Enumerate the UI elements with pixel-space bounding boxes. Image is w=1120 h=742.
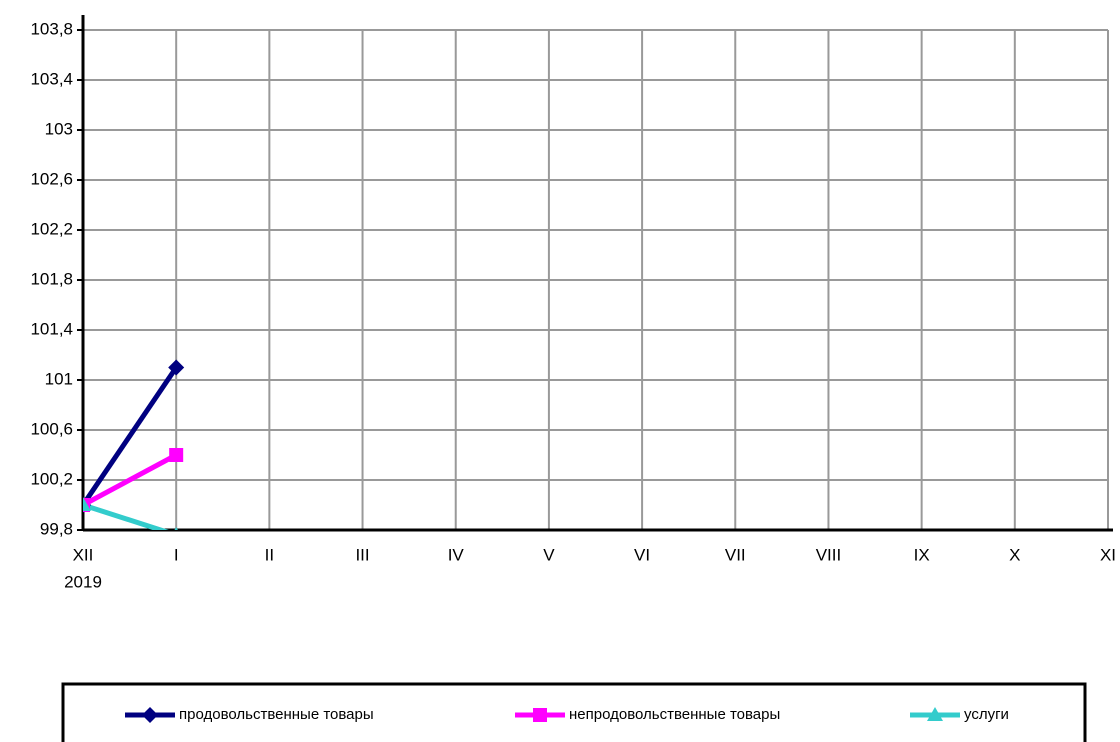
marker [83, 497, 91, 511]
x-tick-label: IX [914, 545, 930, 564]
x-tick-label: I [174, 545, 179, 564]
series-line [83, 452, 178, 508]
x-tick-label: IV [448, 545, 465, 564]
x-sublabel: 2019 [64, 572, 102, 591]
marker [533, 708, 547, 722]
x-tick-label: VII [725, 545, 746, 564]
y-tick-label: 101,4 [30, 319, 73, 338]
y-tick-label: 99,8 [40, 519, 73, 538]
x-tick-label: X [1009, 545, 1020, 564]
grid: 99,8 100,2 100,6 101 101,4 101,8 102,2 102,6 103… [30, 15, 1116, 591]
marker [174, 527, 178, 530]
y-tick-label: 103 [45, 119, 73, 138]
legend-label: продовольственные товары [179, 706, 374, 723]
x-tick-label: III [355, 545, 369, 564]
x-tick-label: VI [634, 545, 650, 564]
marker [169, 448, 184, 462]
y-tick-label: 103,8 [30, 19, 73, 38]
legend: продовольственные товары непродовольствен… [125, 706, 1009, 723]
marker [168, 359, 185, 376]
legend-box [61, 682, 1087, 742]
x-tick-label: VIII [816, 545, 842, 564]
y-tick-label: 100,6 [30, 419, 73, 438]
y-tick-label: 101,8 [30, 269, 73, 288]
legend-label: непродовольственные товары [569, 706, 780, 723]
plot-area [83, 359, 185, 530]
y-tick-label: 102,6 [30, 169, 73, 188]
x-tick-label: V [543, 545, 555, 564]
y-tick-label: 100,2 [30, 469, 73, 488]
marker [927, 707, 943, 721]
y-tick-label: 101 [45, 369, 73, 388]
series-line [83, 366, 179, 507]
x-tick-label: XI [1100, 545, 1116, 564]
marker [142, 707, 158, 723]
y-tick-label: 103,4 [30, 69, 73, 88]
y-tick-label: 102,2 [30, 219, 73, 238]
x-tick-label: XII [73, 545, 94, 564]
legend-label: услуги [964, 706, 1009, 723]
series-line [83, 502, 169, 530]
x-tick-label: II [265, 545, 274, 564]
